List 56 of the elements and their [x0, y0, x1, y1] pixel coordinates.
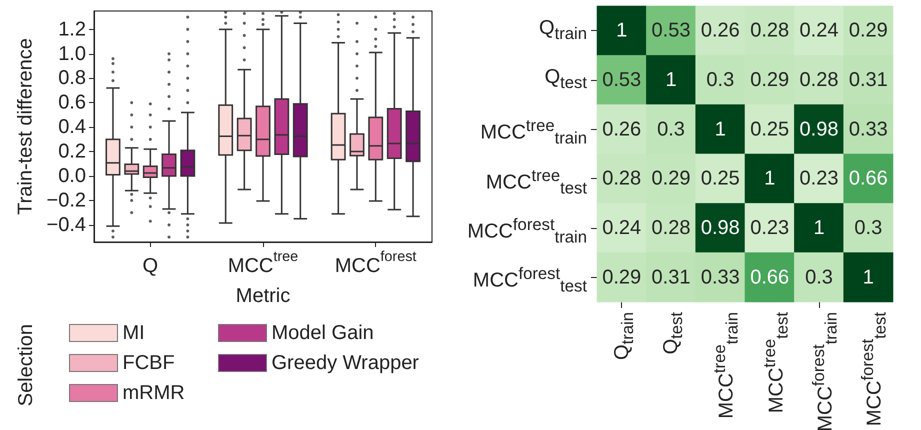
data-label: 0.31	[652, 266, 690, 288]
legend-label: Model Gain	[272, 322, 374, 344]
data-label: 0.23	[800, 168, 838, 190]
y-tick-label: 1.2	[58, 18, 86, 40]
legend-label: FCBF	[122, 352, 175, 374]
data-label: 0.66	[750, 266, 790, 288]
x-tick-label: Q	[142, 255, 158, 277]
data-label: 0.98	[700, 217, 740, 239]
data-label: 0.33	[700, 266, 740, 288]
y-tick-label: 0.2	[58, 140, 86, 163]
data-label: 1	[616, 20, 628, 42]
y-tick-label: 0.6	[58, 92, 86, 114]
data-label: 0.25	[700, 168, 740, 190]
data-label: 0.23	[750, 217, 790, 239]
legend-label: MI	[122, 322, 145, 344]
y-tick-label: 0.4	[58, 116, 86, 138]
data-label: 0.3	[657, 118, 685, 140]
data-label: 0.28	[602, 168, 642, 190]
data-label: 0.66	[848, 168, 888, 190]
y-tick-label: Q$_{test}$	[544, 66, 587, 94]
data-label: 0.29	[848, 20, 888, 42]
data-label: 0.28	[800, 69, 838, 91]
data-label: 0.98	[800, 118, 838, 140]
data-label: 1	[862, 266, 874, 288]
y-tick-label: −0.4	[46, 214, 86, 236]
data-label: 0.28	[750, 20, 790, 42]
y-tick-label: 1.0	[58, 42, 86, 65]
data-label: 0.26	[700, 20, 740, 42]
data-label: 0.24	[800, 20, 838, 42]
legend-label: Greedy Wrapper	[272, 352, 420, 374]
y-tick-label: Q$_{train}$	[539, 16, 587, 45]
data-label: 0.3	[706, 69, 734, 91]
data-label: 1	[813, 217, 825, 239]
data-label: 0.3	[854, 217, 882, 239]
data-label: 0.24	[602, 217, 642, 239]
y-tick-label: −0.2	[46, 189, 86, 212]
data-label: 1	[764, 168, 776, 190]
data-label: 0.3	[805, 266, 833, 288]
data-label: 0.29	[750, 69, 790, 91]
legend-label: mRMR	[122, 382, 185, 404]
data-label: 0.53	[652, 20, 690, 42]
data-label: 0.26	[602, 118, 642, 140]
data-label: 0.25	[750, 118, 790, 140]
legend-title: Selection	[15, 324, 37, 406]
data-label: 1	[714, 118, 726, 140]
data-label: 0.29	[652, 168, 690, 190]
y-tick-label: 0.0	[58, 165, 86, 187]
y-tick-label: 0.8	[58, 67, 86, 90]
data-label: 0.28	[652, 217, 690, 239]
data-label: 0.29	[602, 266, 642, 288]
y-axis-title: Train-test difference	[14, 38, 37, 215]
data-label: 0.53	[602, 69, 642, 91]
data-label: 0.31	[848, 69, 888, 91]
x-axis-title: Metric	[236, 285, 290, 307]
data-label: 0.33	[848, 118, 888, 140]
data-label: 1	[665, 69, 677, 91]
